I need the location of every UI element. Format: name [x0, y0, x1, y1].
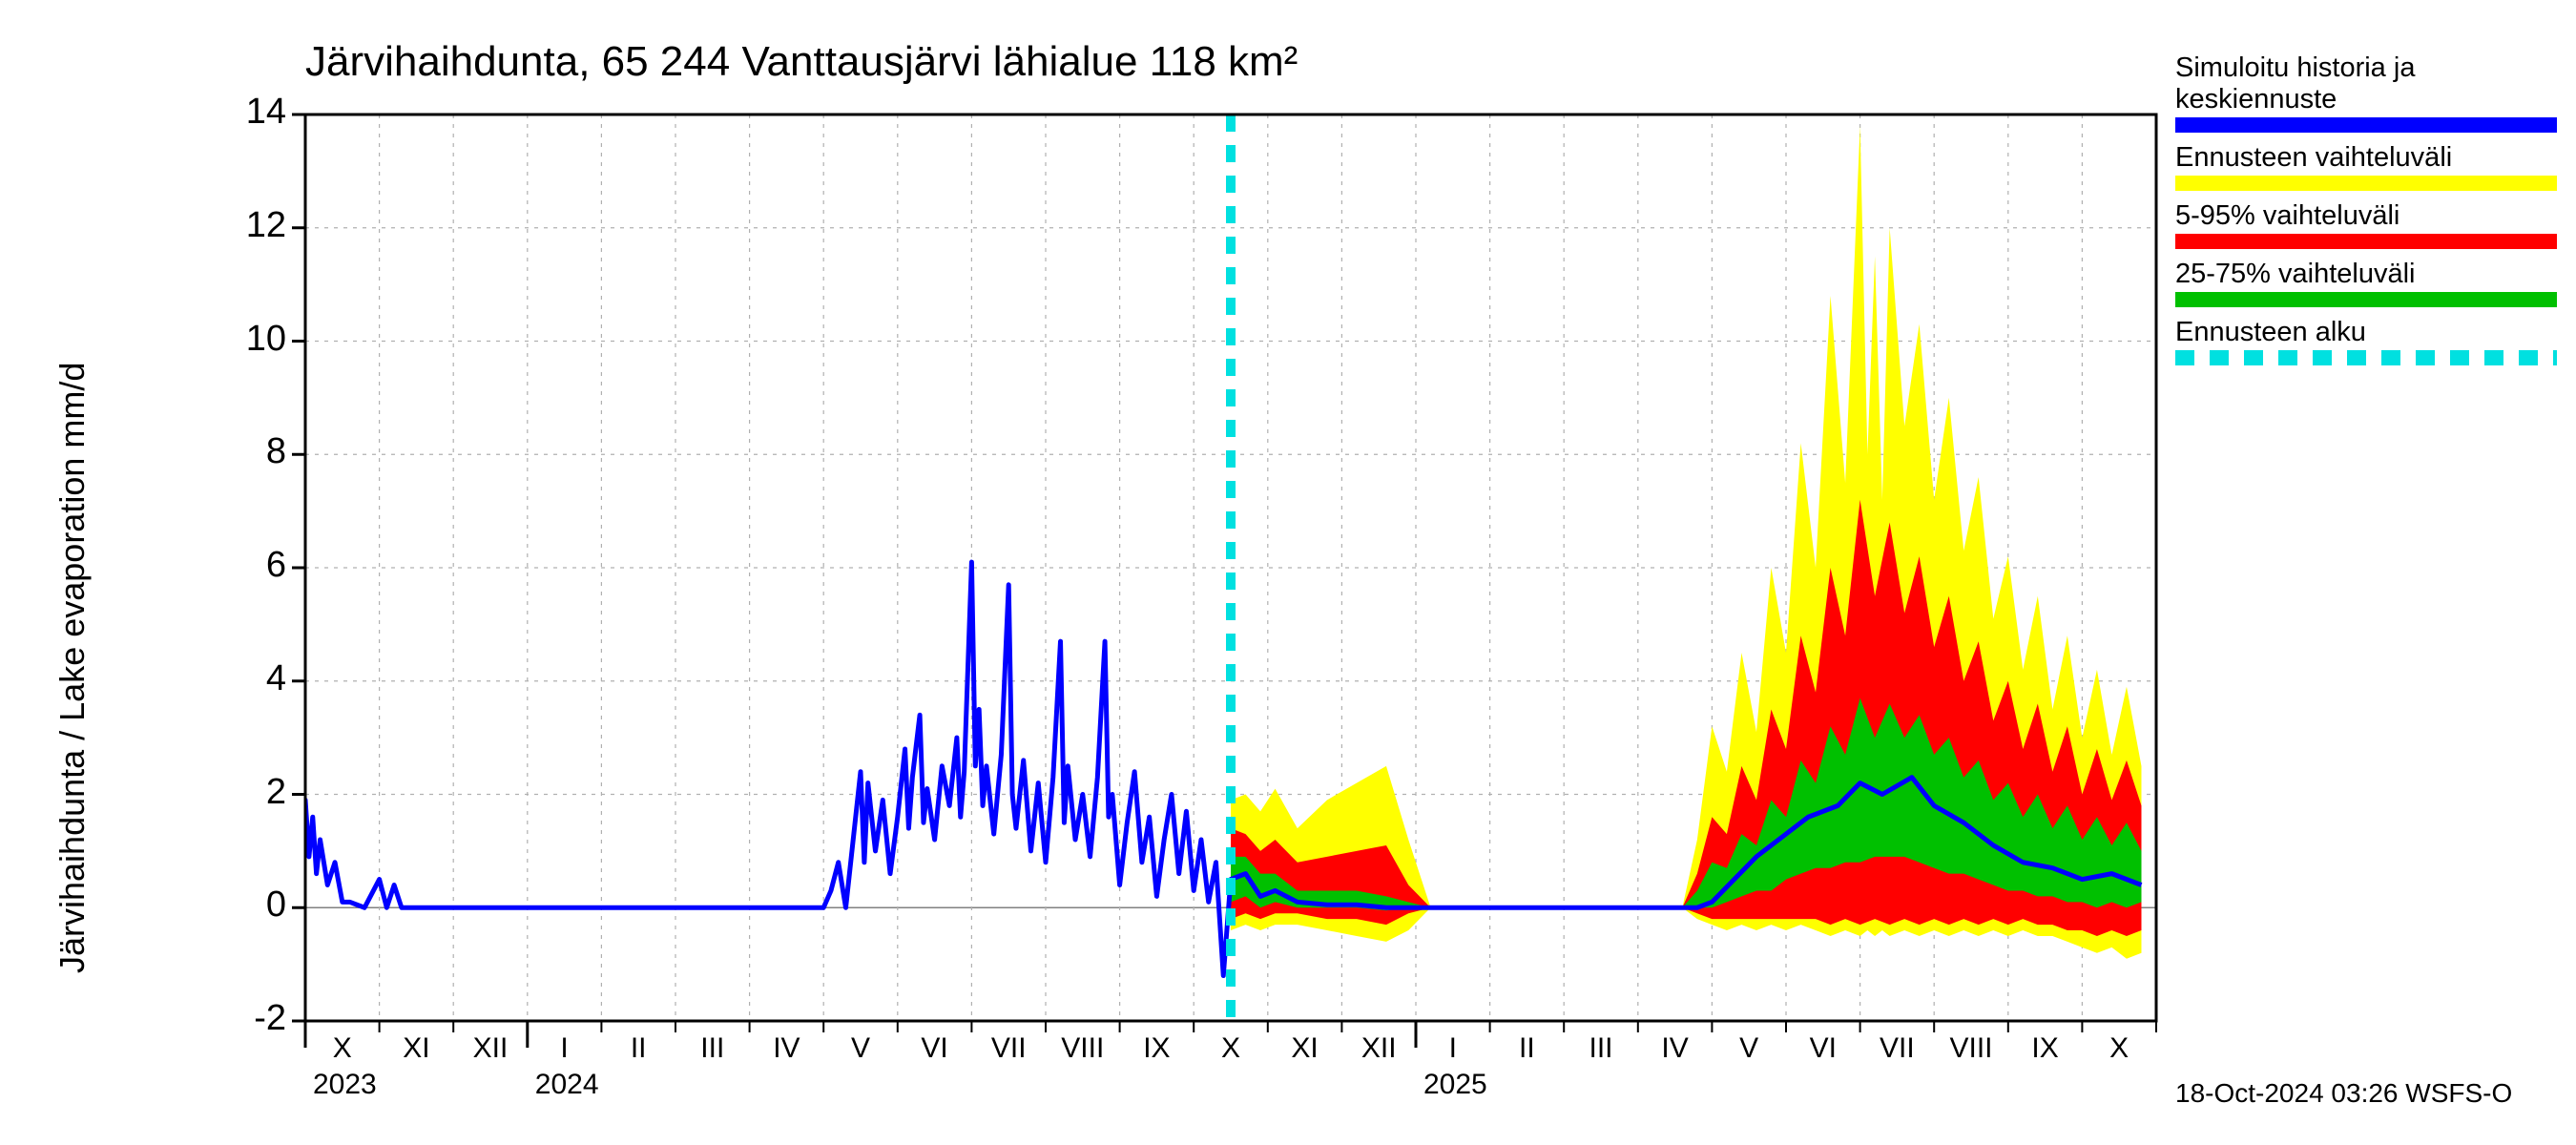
legend-entry: Simuloitu historia ja keskiennuste — [2175, 52, 2557, 133]
legend-entry: Ennusteen alku — [2175, 317, 2557, 365]
legend-label: 25-75% vaihteluväli — [2175, 259, 2557, 290]
legend-entry: 25-75% vaihteluväli — [2175, 259, 2557, 307]
history-line — [305, 562, 1231, 975]
legend: Simuloitu historia ja keskiennuste Ennust… — [2175, 52, 2557, 375]
legend-entry: Ennusteen vaihteluväli — [2175, 142, 2557, 191]
legend-swatch — [2175, 350, 2557, 365]
chart-container: Järvihaihdunta / Lake evaporation mm/d J… — [0, 0, 2576, 1145]
legend-swatch — [2175, 117, 2557, 133]
legend-swatch — [2175, 176, 2557, 191]
legend-swatch — [2175, 292, 2557, 307]
legend-label: Ennusteen vaihteluväli — [2175, 142, 2557, 174]
legend-label: Ennusteen alku — [2175, 317, 2557, 348]
legend-label: Simuloitu historia ja keskiennuste — [2175, 52, 2557, 115]
legend-swatch — [2175, 234, 2557, 249]
timestamp-label: 18-Oct-2024 03:26 WSFS-O — [2175, 1078, 2512, 1109]
legend-label: 5-95% vaihteluväli — [2175, 200, 2557, 232]
legend-entry: 5-95% vaihteluväli — [2175, 200, 2557, 249]
